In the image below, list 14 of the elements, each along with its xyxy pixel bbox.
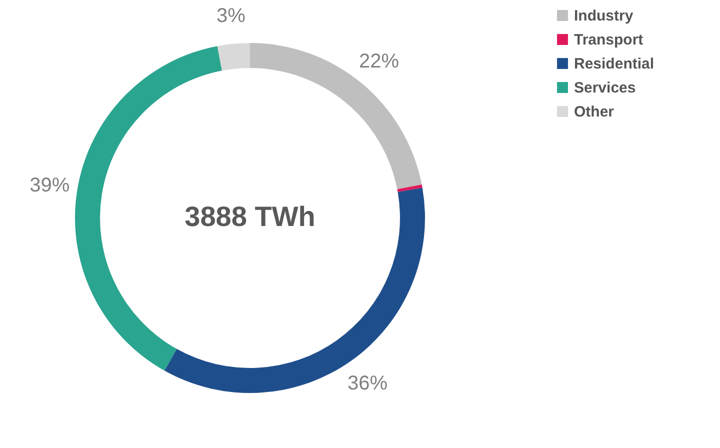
legend-label: Other [574,104,614,120]
donut-slice [397,184,422,192]
donut-slice [164,188,425,393]
donut-slice [217,43,250,71]
legend-label: Industry [574,8,634,24]
legend-label: Services [574,80,636,96]
legend-label: Transport [574,32,644,48]
data-label: 36% [347,372,388,395]
legend-label: Residential [574,56,654,72]
data-label: 22% [359,50,400,72]
donut-slice [250,43,422,190]
data-label: 3% [216,4,246,27]
data-label: 39% [30,174,70,196]
text: 3888 TWh [184,201,316,232]
